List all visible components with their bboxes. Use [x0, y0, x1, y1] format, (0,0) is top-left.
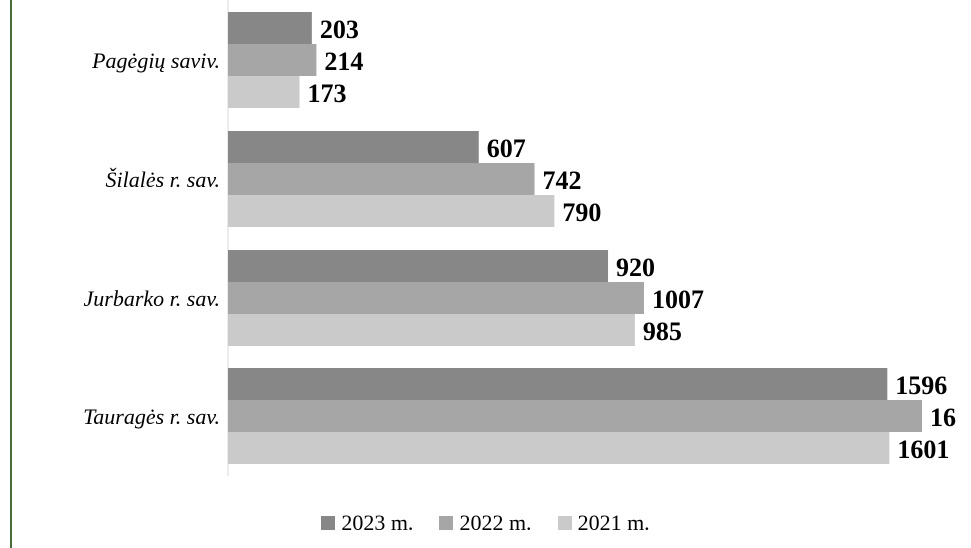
bar [228, 163, 535, 195]
category-label: Jurbarko r. sav. [84, 286, 220, 311]
data-label: 16 [930, 403, 956, 432]
data-label: 1007 [652, 285, 704, 314]
bar [228, 432, 890, 464]
bar [228, 314, 635, 346]
legend-swatch [557, 516, 572, 530]
category-label: Tauragės r. sav. [83, 404, 220, 429]
bar [228, 195, 555, 227]
legend-swatch [439, 516, 454, 530]
category-label: Šilalės r. sav. [106, 167, 220, 192]
data-label: 920 [616, 253, 655, 282]
legend-label: 2021 m. [577, 510, 650, 535]
data-label: 607 [487, 134, 526, 163]
data-label: 203 [320, 15, 359, 44]
chart-frame [10, 0, 971, 548]
bar [228, 131, 479, 163]
data-label: 173 [307, 79, 346, 108]
legend-label: 2023 m. [341, 510, 414, 535]
category-label: Pagėgių saviv. [91, 48, 220, 73]
data-label: 1596 [895, 371, 947, 400]
bar [228, 368, 888, 400]
data-label: 742 [543, 166, 582, 195]
legend-item: 2022 m. [439, 510, 532, 536]
legend: 2023 m. 2022 m. 2021 m. [0, 508, 971, 538]
bar [228, 282, 644, 314]
bar [228, 12, 312, 44]
data-label: 790 [562, 198, 601, 227]
data-label: 985 [643, 317, 682, 346]
bar [228, 44, 317, 76]
bar [228, 250, 609, 282]
legend-label: 2022 m. [459, 510, 532, 535]
legend-item: 2023 m. [321, 510, 413, 536]
legend-swatch [321, 516, 336, 530]
bar [228, 76, 300, 108]
bar [228, 400, 922, 432]
data-label: 214 [324, 47, 363, 76]
legend-item: 2021 m. [557, 510, 650, 536]
data-label: 1601 [897, 435, 949, 464]
